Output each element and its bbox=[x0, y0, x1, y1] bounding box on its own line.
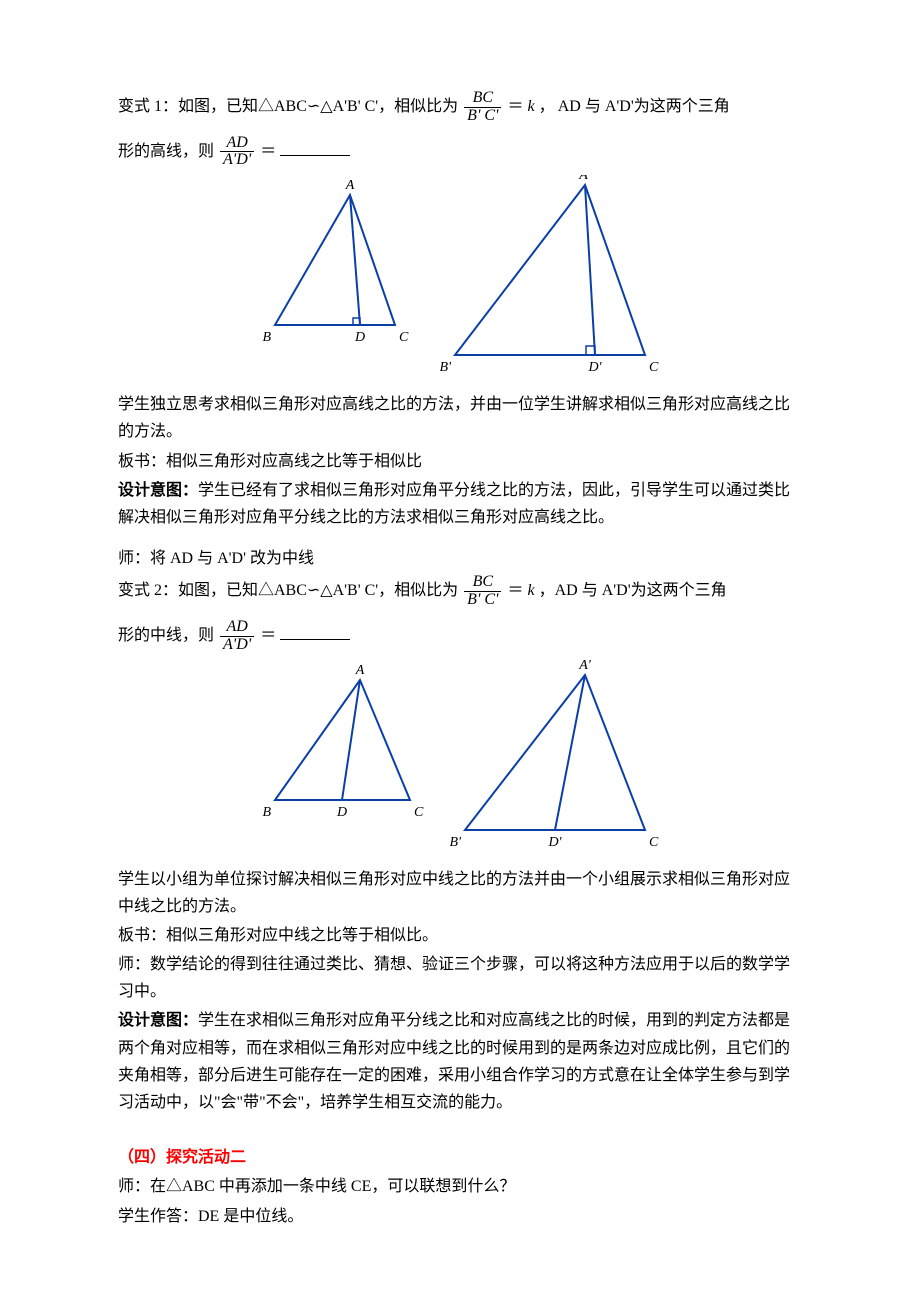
para-2: 板书：相似三角形对应高线之比等于相似比 bbox=[118, 448, 802, 475]
eq1: ＝ bbox=[507, 98, 527, 115]
variant2-line2a: 形的中线，则 bbox=[118, 627, 214, 644]
triangle-small-median: A B D C bbox=[260, 660, 430, 820]
para-3-body: 学生已经有了求相似三角形对应角平分线之比的方法，因此，引导学生可以通过类比解决相… bbox=[118, 482, 790, 526]
svg-text:C: C bbox=[399, 330, 409, 345]
svg-text:A': A' bbox=[578, 175, 592, 183]
svg-text:A: A bbox=[355, 663, 365, 678]
design-lead-2: 设计意图： bbox=[118, 1012, 198, 1029]
triangle-small-altitude: A B D C bbox=[260, 175, 420, 345]
triangle-large-altitude: A' B' D' C' bbox=[440, 175, 660, 375]
para-6: 板书：相似三角形对应中线之比等于相似比。 bbox=[118, 922, 802, 949]
eq3: ＝ bbox=[507, 582, 527, 599]
design-lead-1: 设计意图： bbox=[118, 482, 198, 499]
k1: k bbox=[527, 98, 534, 115]
variant1-line1: 变式 1：如图，已知△ABC∽△A'B' C'，相似比为 BC B' C' ＝ … bbox=[118, 90, 802, 125]
ratio-frac-2: BC B' C' bbox=[464, 574, 501, 609]
para-5: 学生以小组为单位探讨解决相似三角形对应中线之比的方法并由一个小组展示求相似三角形… bbox=[118, 866, 802, 920]
variant1-prefix: 变式 1：如图，已知△ABC∽△A'B' C'，相似比为 bbox=[118, 98, 458, 115]
para-8: 设计意图：学生在求相似三角形对应角平分线之比和对应高线之比的时候，用到的判定方法… bbox=[118, 1007, 802, 1116]
variant1-after-k: ， AD 与 A'D'为这两个三角 bbox=[539, 98, 730, 115]
svg-text:B: B bbox=[262, 330, 271, 345]
ad-frac-2: AD A'D' bbox=[220, 619, 254, 654]
para-10: 学生作答：DE 是中位线。 bbox=[118, 1203, 802, 1230]
eq4: ＝ bbox=[260, 627, 276, 644]
svg-text:B': B' bbox=[440, 360, 452, 375]
svg-text:A: A bbox=[345, 178, 355, 193]
svg-text:A': A' bbox=[578, 660, 592, 673]
variant2-prefix: 变式 2：如图，已知△ABC∽△A'B' C'，相似比为 bbox=[118, 582, 458, 599]
svg-text:D: D bbox=[336, 805, 347, 820]
svg-text:D': D' bbox=[587, 360, 602, 375]
para-8-body: 学生在求相似三角形对应角平分线之比和对应高线之比的时候，用到的判定方法都是两个角… bbox=[118, 1012, 790, 1111]
ratio-frac-1: BC B' C' bbox=[464, 90, 501, 125]
eq2: ＝ bbox=[260, 143, 276, 160]
svg-text:D: D bbox=[354, 330, 365, 345]
svg-text:B': B' bbox=[450, 835, 462, 850]
triangle-large-median: A' B' D' C' bbox=[450, 660, 660, 850]
variant2-after-k: ，AD 与 A'D'为这两个三角 bbox=[539, 582, 727, 599]
figure-row-2: A B D C A' B' D' C' bbox=[118, 660, 802, 850]
svg-text:C': C' bbox=[649, 360, 660, 375]
para-3: 设计意图：学生已经有了求相似三角形对应角平分线之比的方法，因此，引导学生可以通过… bbox=[118, 477, 802, 531]
figure-row-1: A B D C A' B' D' C' bbox=[118, 175, 802, 375]
variant2-line1: 变式 2：如图，已知△ABC∽△A'B' C'，相似比为 BC B' C' ＝ … bbox=[118, 574, 802, 609]
section-4-title: （四）探究活动二 bbox=[118, 1144, 802, 1171]
svg-text:C': C' bbox=[649, 835, 660, 850]
variant1-line2: 形的高线，则 AD A'D' ＝ bbox=[118, 135, 802, 170]
k2: k bbox=[527, 582, 534, 599]
para-7: 师：数学结论的得到往往通过类比、猜想、验证三个步骤，可以将这种方法应用于以后的数… bbox=[118, 951, 802, 1005]
para-1: 学生独立思考求相似三角形对应高线之比的方法，并由一位学生讲解求相似三角形对应高线… bbox=[118, 391, 802, 445]
blank-2 bbox=[280, 623, 350, 640]
blank-1 bbox=[280, 139, 350, 156]
variant2-line2: 形的中线，则 AD A'D' ＝ bbox=[118, 619, 802, 654]
para-9: 师：在△ABC 中再添加一条中线 CE，可以联想到什么？ bbox=[118, 1173, 802, 1200]
svg-text:D': D' bbox=[547, 835, 562, 850]
variant1-line2a: 形的高线，则 bbox=[118, 143, 214, 160]
svg-text:B: B bbox=[262, 805, 271, 820]
spacer-1 bbox=[118, 533, 802, 545]
svg-text:C: C bbox=[414, 805, 424, 820]
spacer-2 bbox=[118, 1118, 802, 1130]
para-4: 师：将 AD 与 A'D' 改为中线 bbox=[118, 545, 802, 572]
ad-frac-1: AD A'D' bbox=[220, 135, 254, 170]
